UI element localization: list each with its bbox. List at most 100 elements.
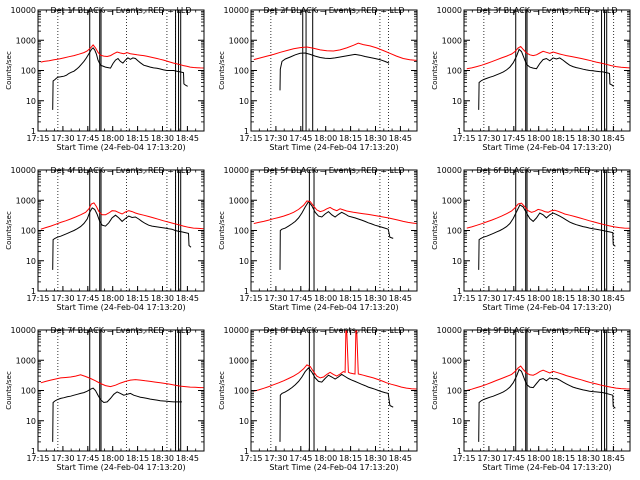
plot-frame [250,329,418,452]
y-tick-label: 1 [457,287,462,296]
x-tick-label: 18:30 [364,134,387,143]
plot-frame [37,9,205,132]
x-tick-label: 18:30 [577,454,600,463]
panel-title: Det 2f BLACK = Events, RED = LLD [263,6,404,15]
y-tick-label: 10000 [224,6,249,15]
y-tick-label: 1 [31,447,36,456]
x-axis-label: Start Time (24-Feb-04 17:13:20) [482,303,611,312]
x-tick-label: 18:15 [552,454,575,463]
y-tick-label: 100 [234,227,249,236]
x-tick-label: 18:45 [602,294,625,303]
y-tick-label: 1000 [16,356,36,365]
plot-frame [463,9,631,132]
y-axis-label: Counts/sec [218,371,226,410]
y-tick-label: 10000 [437,166,462,175]
x-tick-label: 17:15 [26,294,49,303]
x-tick-label: 17:15 [26,454,49,463]
x-tick-label: 18:15 [339,134,362,143]
y-tick-label: 1 [457,447,462,456]
y-tick-label: 1000 [442,36,462,45]
y-tick-label: 100 [21,227,36,236]
detector-panel-8: 1 10 100 1000 10000 17:15 17:30 17:45 18:00 18:15… [218,326,418,472]
x-tick-label: 17:15 [452,294,475,303]
x-tick-label: 18:30 [364,454,387,463]
y-tick-label: 100 [447,67,462,76]
x-tick-label: 17:45 [289,454,312,463]
y-tick-label: 10 [452,97,462,106]
series-line-events [478,204,616,270]
y-axis-label: Counts/sec [431,51,439,90]
x-tick-label: 18:00 [101,294,124,303]
series-line-events [279,367,394,442]
x-tick-label: 18:15 [126,294,149,303]
y-tick-label: 10 [26,97,36,106]
y-axis-label: Counts/sec [431,371,439,410]
x-tick-label: 18:15 [126,454,149,463]
y-tick-label: 10000 [11,166,36,175]
x-tick-label: 18:00 [101,134,124,143]
plot-frame [463,329,631,452]
y-tick-label: 1000 [442,356,462,365]
x-tick-label: 18:30 [151,454,174,463]
panel-title: Det 8f BLACK = Events, RED = LLD [263,326,404,335]
y-tick-label: 1 [244,127,249,136]
y-tick-label: 1 [244,447,249,456]
y-tick-label: 10 [26,417,36,426]
series-line-events [478,368,616,442]
x-axis-label: Start Time (24-Feb-04 17:13:20) [56,143,185,152]
y-tick-label: 1000 [16,36,36,45]
plot-frame [250,9,418,132]
panel-title: Det 7f BLACK = Events, RED = LLD [50,326,191,335]
series-line-lld [40,202,204,230]
detector-panel-9: 1 10 100 1000 10000 17:15 17:30 17:45 18:00 18:15… [431,326,631,472]
y-tick-label: 10 [239,417,249,426]
plot-frame [37,169,205,292]
x-tick-label: 17:45 [289,294,312,303]
y-tick-label: 10000 [224,326,249,335]
x-tick-label: 18:30 [151,134,174,143]
series-line-events [478,48,614,110]
y-tick-label: 10000 [437,6,462,15]
series-line-events [279,200,394,270]
y-tick-label: 1 [31,127,36,136]
x-tick-label: 18:45 [389,454,412,463]
series-line-lld [40,44,204,69]
x-tick-label: 17:45 [289,134,312,143]
x-tick-label: 17:15 [452,134,475,143]
panel-title: Det 6f BLACK = Events, RED = LLD [476,166,617,175]
y-tick-label: 1000 [16,196,36,205]
detector-panel-3: 1 10 100 1000 10000 17:15 17:30 17:45 18:00 18:15… [431,6,631,152]
series-line-events [52,47,188,110]
x-tick-label: 17:45 [502,134,525,143]
panel-title: Det 3f BLACK = Events, RED = LLD [476,6,617,15]
series-line-events [52,207,192,270]
panel-title: Det 1f BLACK = Events, RED = LLD [50,6,191,15]
detector-panel-5: 1 10 100 1000 10000 17:15 17:30 17:45 18:00 18:15… [218,166,418,312]
x-tick-label: 18:00 [101,454,124,463]
x-tick-label: 18:00 [527,294,550,303]
y-tick-label: 100 [21,387,36,396]
x-tick-label: 18:15 [339,454,362,463]
x-tick-label: 17:45 [502,454,525,463]
y-axis-label: Counts/sec [5,211,13,250]
series-line-lld [253,200,417,224]
y-tick-label: 100 [234,387,249,396]
x-tick-label: 17:15 [26,134,49,143]
x-tick-label: 18:45 [176,294,199,303]
series-line-lld [40,374,204,389]
series-line-lld [466,365,630,391]
y-tick-label: 100 [447,227,462,236]
y-tick-label: 100 [21,67,36,76]
panel-title: Det 9f BLACK = Events, RED = LLD [476,326,617,335]
x-tick-label: 18:00 [527,454,550,463]
x-axis-label: Start Time (24-Feb-04 17:13:20) [482,143,611,152]
x-tick-label: 17:30 [51,454,74,463]
detector-panel-7: 1 10 100 1000 10000 17:15 17:30 17:45 18:00 18:15… [5,326,205,472]
series-line-events [52,387,182,442]
plot-frame [250,169,418,292]
y-tick-label: 10 [452,417,462,426]
x-tick-label: 17:45 [76,134,99,143]
x-tick-label: 17:45 [76,454,99,463]
x-tick-label: 18:00 [314,294,337,303]
